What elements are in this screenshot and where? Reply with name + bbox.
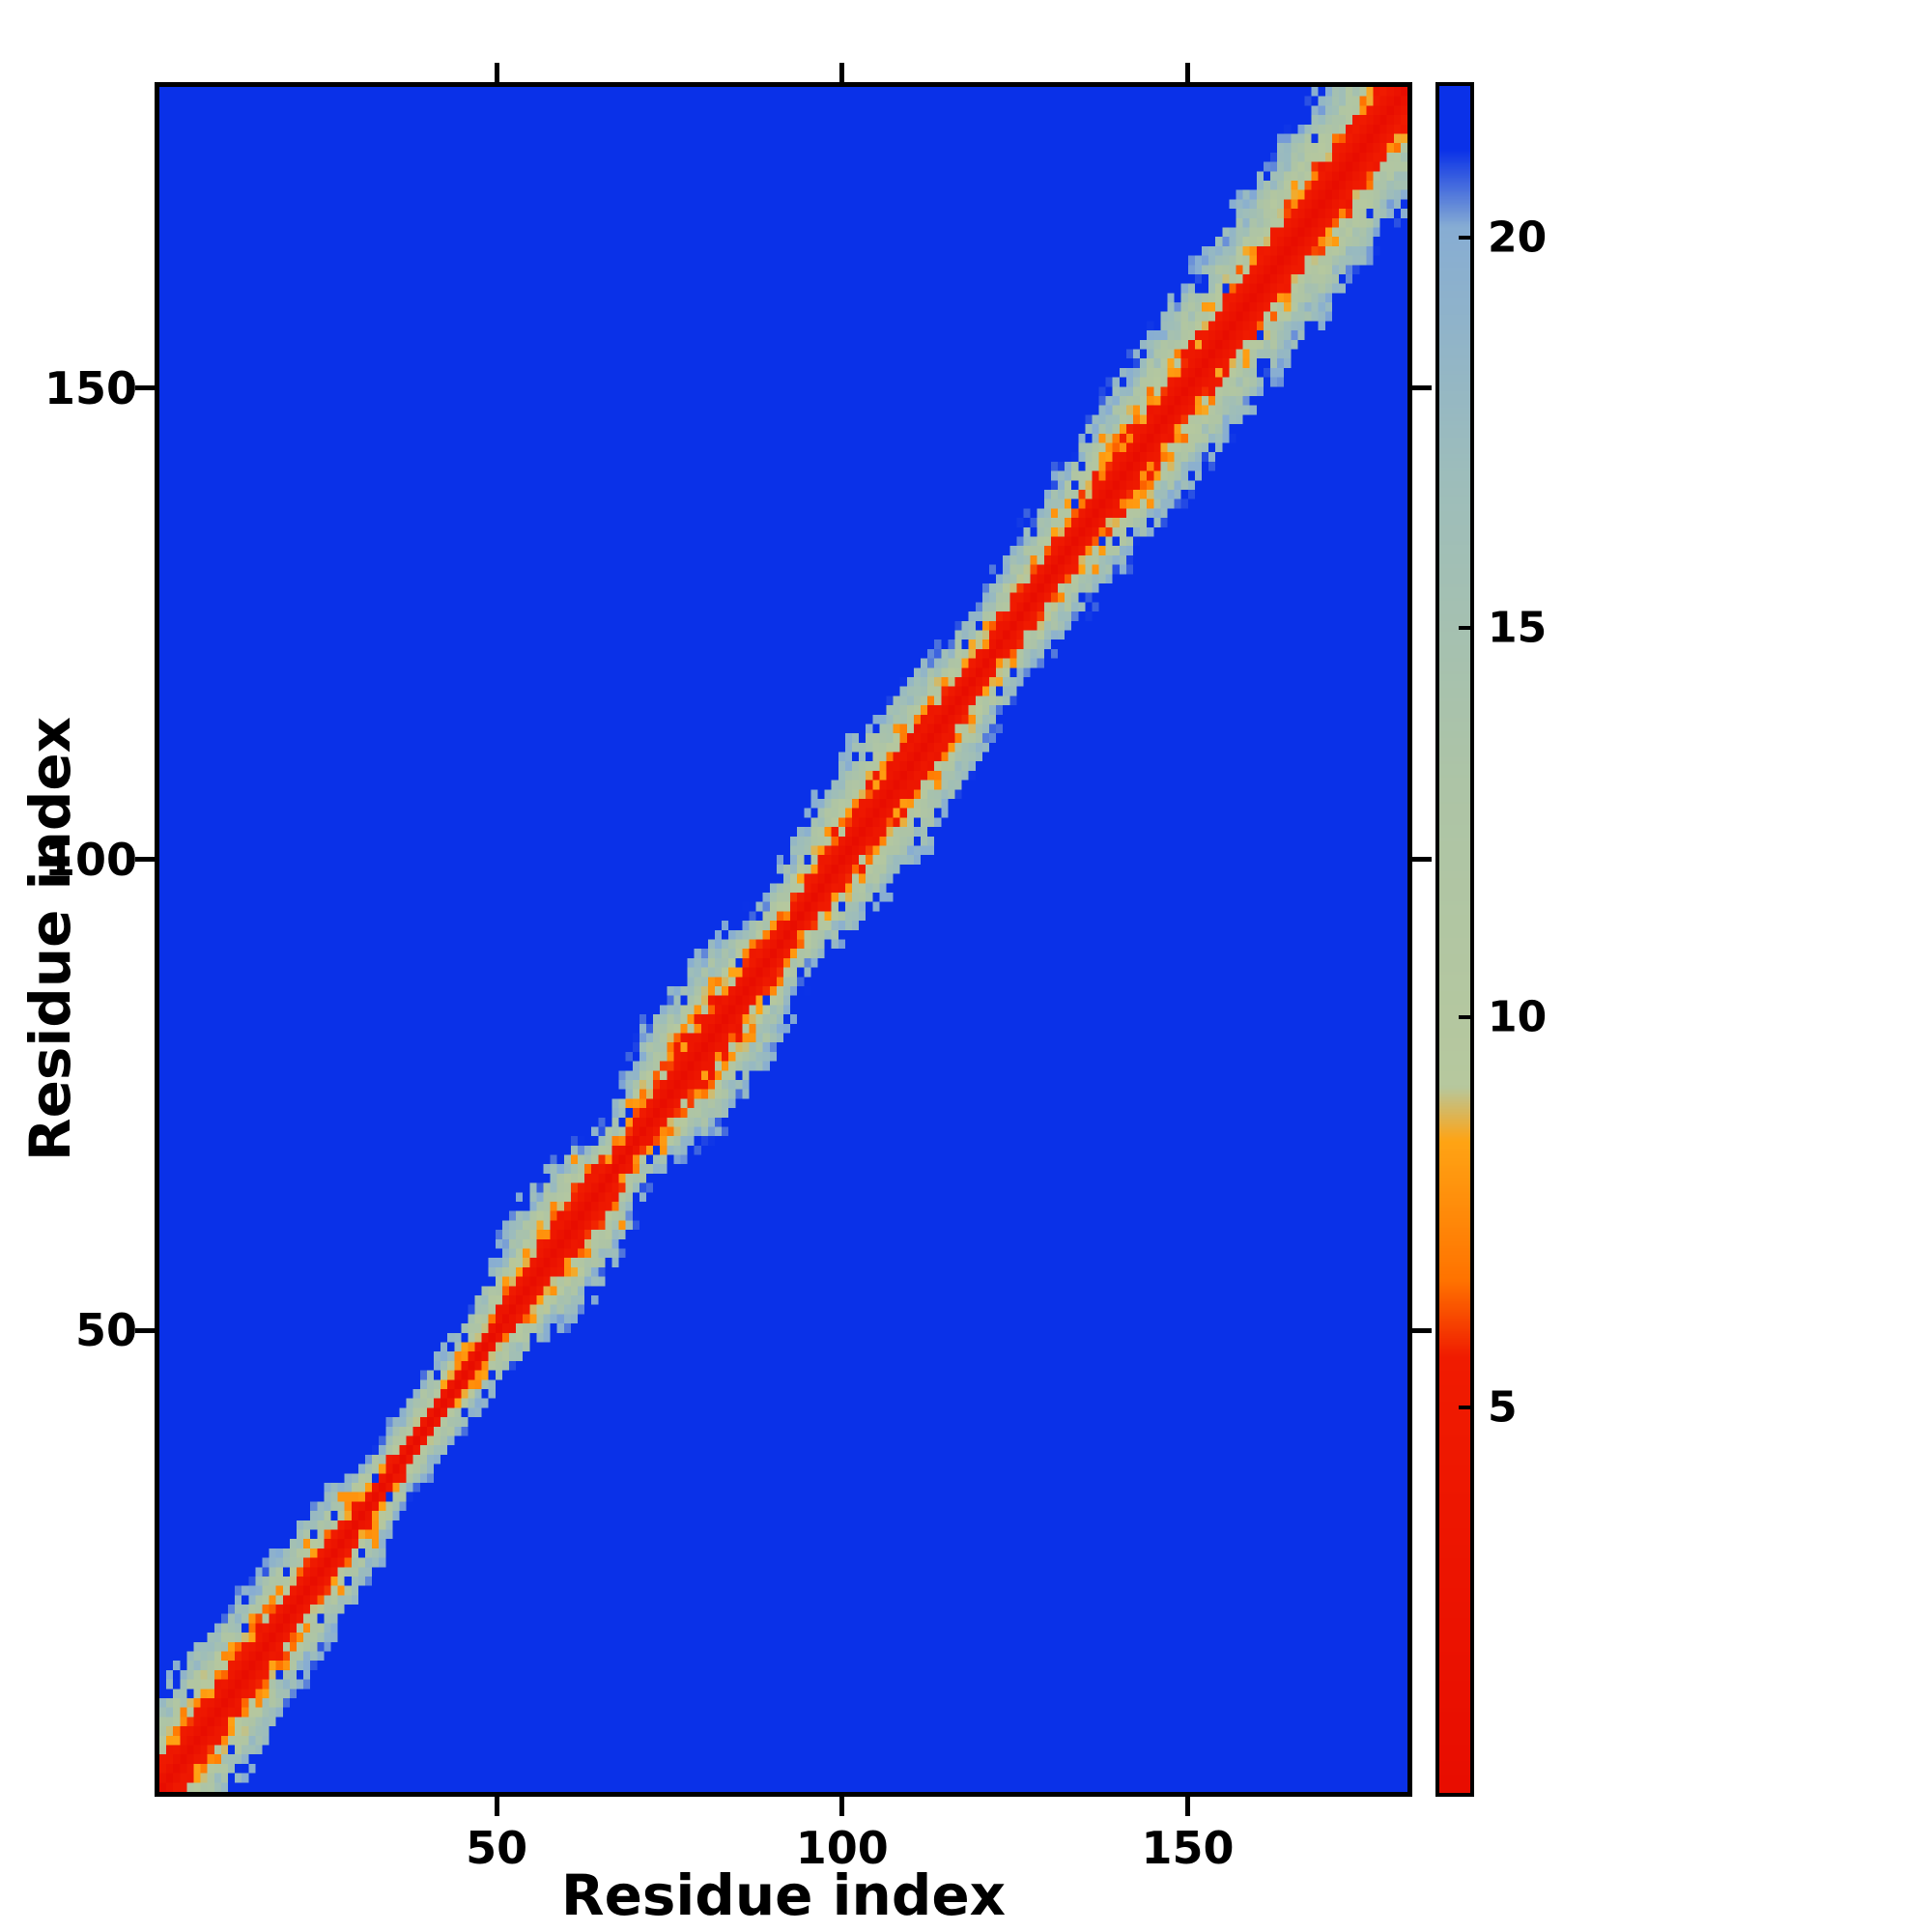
y-axis-label: Residue index [17, 716, 83, 1162]
y-tick-mark [135, 1327, 155, 1333]
colorbar-tick-mark [1459, 1405, 1474, 1409]
x-axis-label: Residue index [560, 1862, 1007, 1928]
x-tick-mark [839, 1797, 845, 1816]
x-tick-label: 100 [795, 1822, 889, 1874]
y-tick-mark [1412, 857, 1432, 863]
y-tick-mark [1412, 1327, 1432, 1333]
y-tick-mark [135, 857, 155, 863]
colorbar-tick-mark [1459, 236, 1474, 241]
y-tick-mark [1412, 385, 1432, 391]
x-tick-label: 50 [466, 1822, 528, 1874]
colorbar-tick-mark [1459, 1015, 1474, 1020]
colorbar-tick-label: 15 [1488, 603, 1548, 653]
y-tick-mark [135, 385, 155, 391]
x-tick-mark [1185, 63, 1190, 82]
colorbar-tick-label: 10 [1488, 992, 1548, 1042]
y-tick-label: 50 [74, 1304, 137, 1357]
x-tick-mark [839, 63, 845, 82]
y-tick-label: 150 [43, 361, 137, 414]
colorbar-tick-label: 20 [1488, 213, 1548, 263]
x-tick-mark [494, 63, 499, 82]
colorbar-canvas [1439, 86, 1470, 1793]
heatmap-plot-area [155, 82, 1412, 1797]
x-tick-mark [1185, 1797, 1190, 1816]
x-tick-mark [494, 1797, 499, 1816]
colorbar [1435, 82, 1474, 1797]
colorbar-tick-mark [1459, 625, 1474, 630]
heatmap-canvas [159, 87, 1407, 1792]
y-tick-label: 100 [43, 833, 137, 886]
colorbar-tick-label: 5 [1488, 1382, 1518, 1433]
x-tick-label: 150 [1141, 1822, 1235, 1874]
